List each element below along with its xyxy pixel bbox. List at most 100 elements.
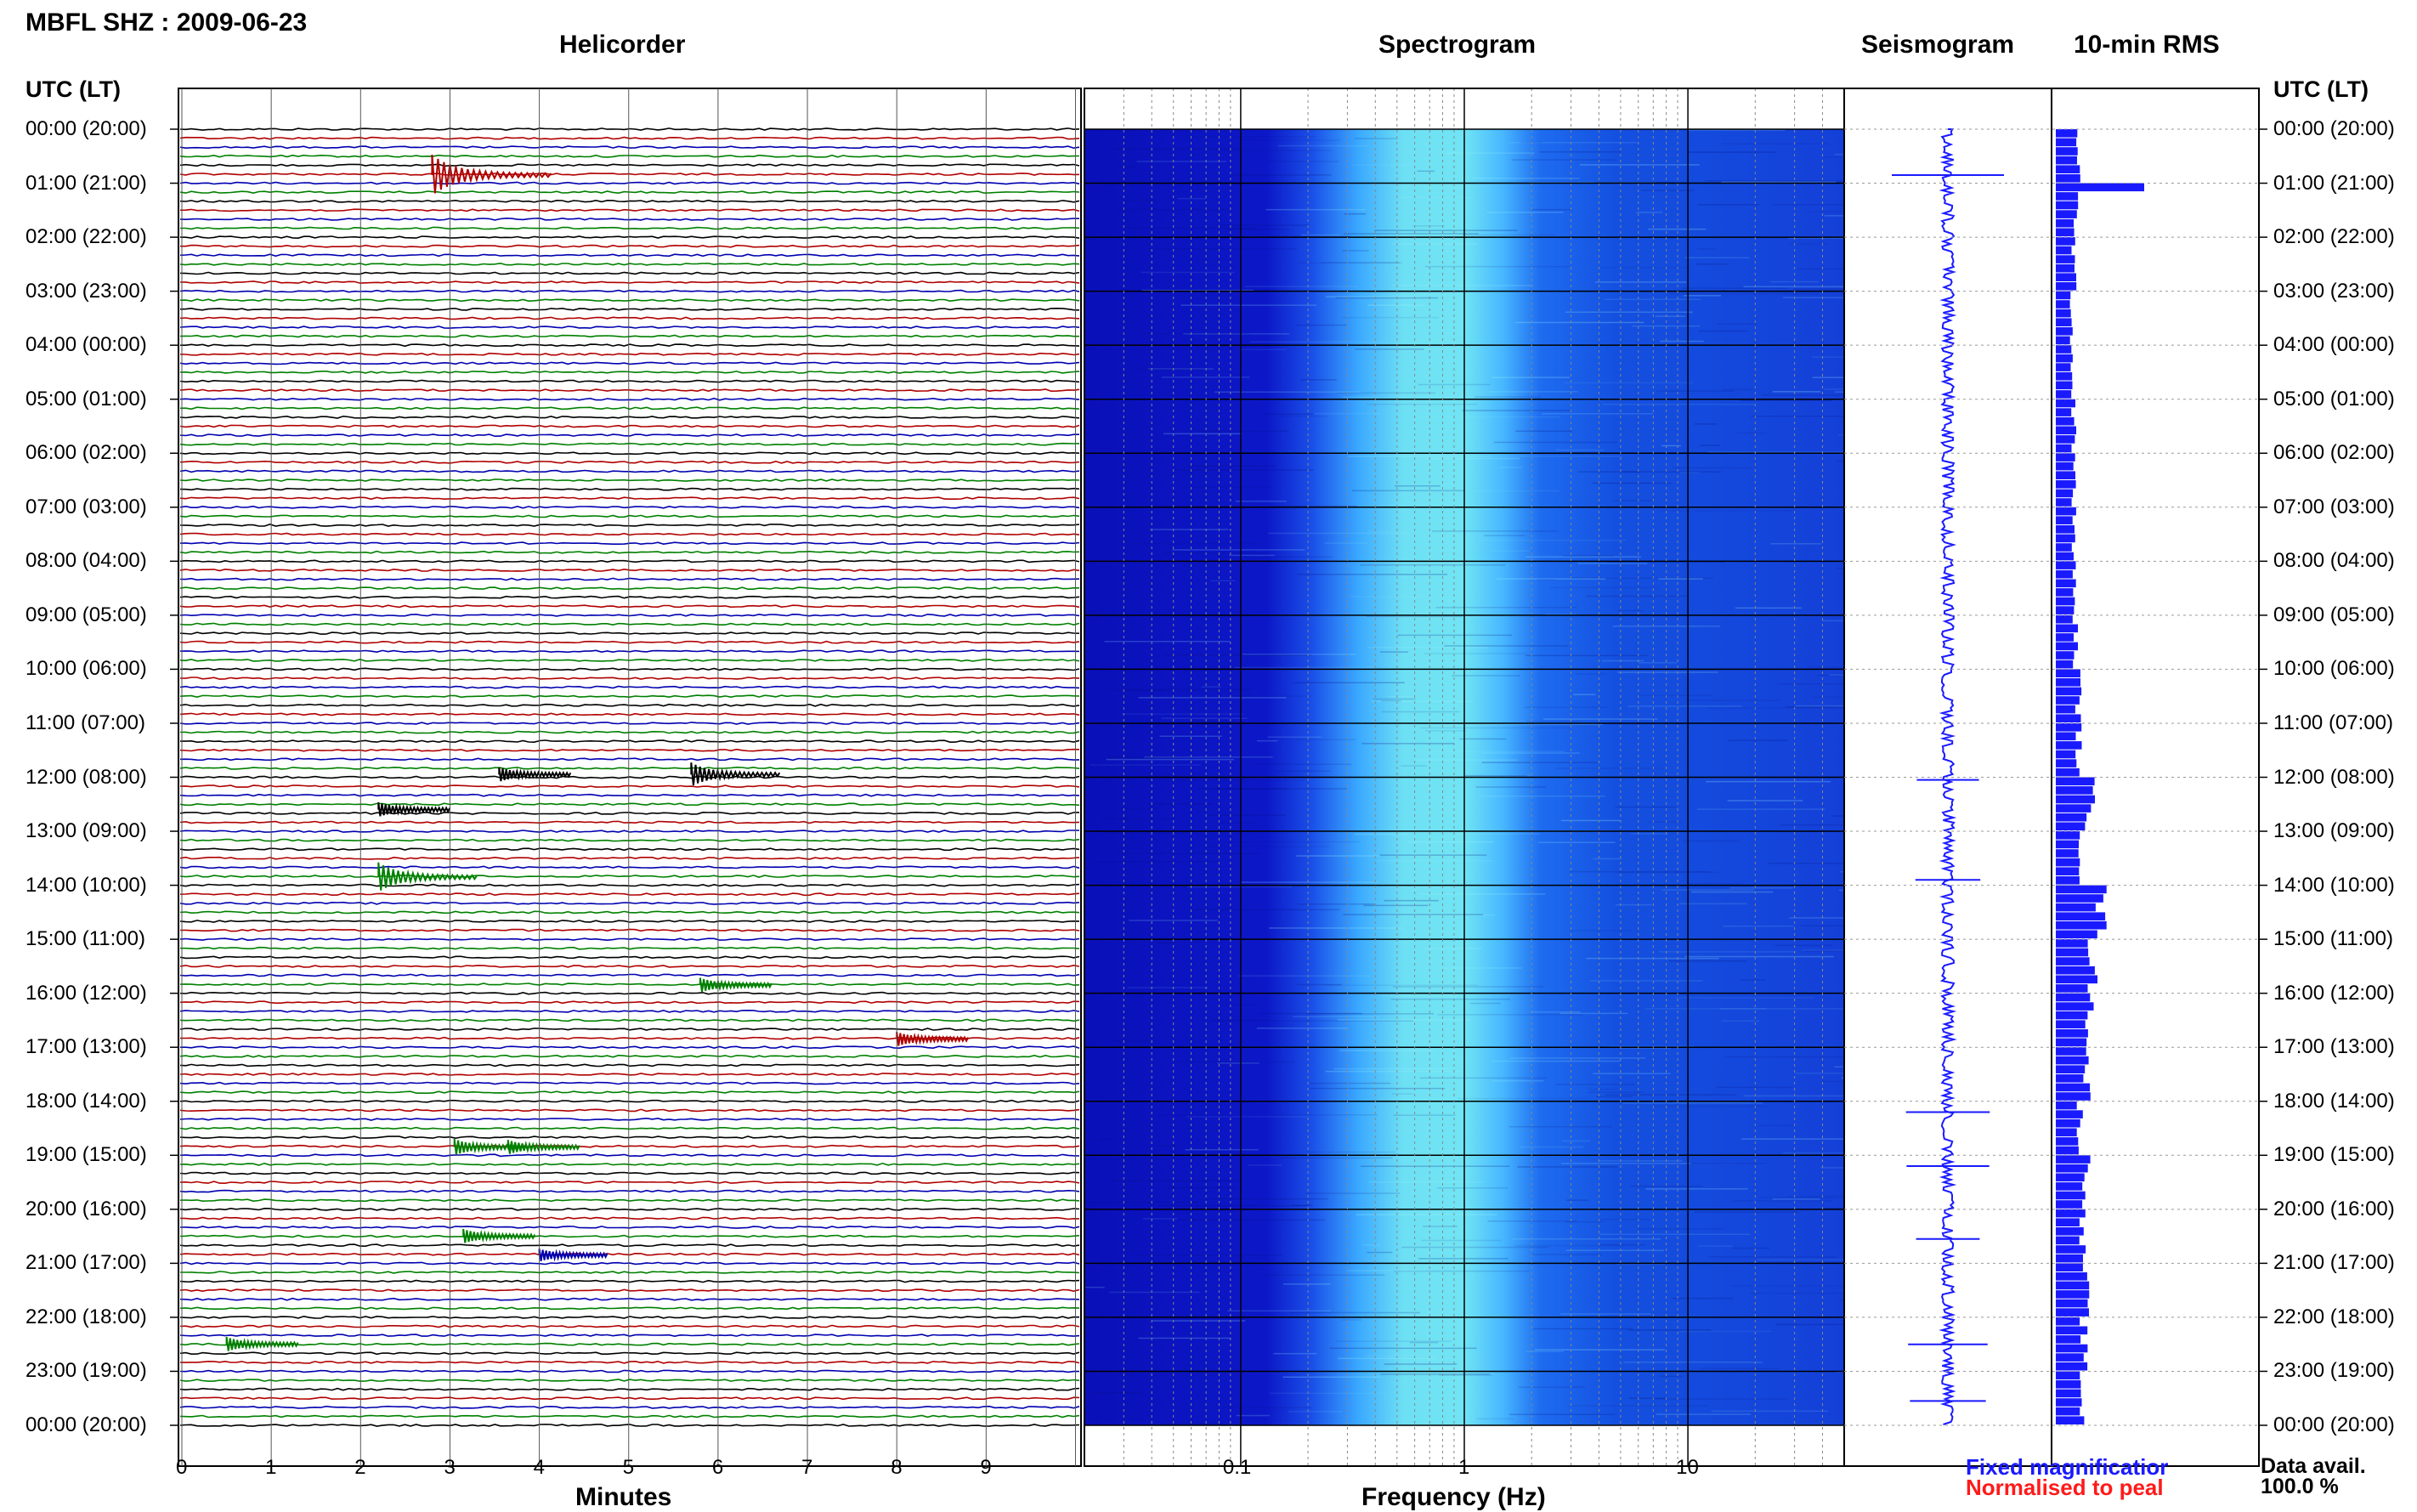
rms-bar xyxy=(2056,804,2091,813)
rms-bar xyxy=(2056,741,2082,750)
rms-bar xyxy=(2056,705,2075,714)
helicorder-trace xyxy=(180,776,1079,778)
helicorder-trace xyxy=(180,371,1079,373)
rms-bar xyxy=(2056,1020,2086,1028)
helicorder-trace xyxy=(180,1181,1079,1183)
helicorder-trace xyxy=(180,740,1079,742)
rms-bar xyxy=(2056,912,2105,920)
helicorder-trace xyxy=(180,497,1079,499)
helicorder-trace xyxy=(180,138,1079,139)
helicorder-trace xyxy=(180,534,1079,535)
helicorder-trace xyxy=(180,1397,1079,1399)
rms-bar xyxy=(2056,796,2095,804)
rms-bar xyxy=(2056,219,2074,228)
rms-bar xyxy=(2056,246,2072,255)
helicorder-trace xyxy=(180,732,1079,733)
helicorder-trace xyxy=(180,336,1079,337)
helicorder-trace xyxy=(180,1254,1079,1255)
rms-bar xyxy=(2056,1372,2080,1380)
rms-bar xyxy=(2056,1029,2088,1038)
rms-bar xyxy=(2056,1209,2086,1218)
helicorder-trace xyxy=(180,830,1079,832)
rms-bar xyxy=(2056,543,2072,552)
rms-bar xyxy=(2056,1002,2094,1011)
helicorder-trace xyxy=(180,507,1079,508)
rms-bar xyxy=(2056,1101,2077,1110)
rms-bar xyxy=(2056,337,2070,345)
helicorder-trace xyxy=(180,722,1079,724)
rms-bar xyxy=(2056,1416,2084,1424)
helicorder-trace xyxy=(180,407,1079,409)
helicorder-trace xyxy=(180,291,1079,292)
rms-bar xyxy=(2056,696,2080,705)
helicorder-trace xyxy=(180,1083,1079,1084)
helicorder-trace xyxy=(180,317,1079,319)
rms-bar xyxy=(2056,1300,2088,1308)
helicorder-trace xyxy=(180,344,1079,346)
rms-bar xyxy=(2056,939,2088,948)
helicorder-trace xyxy=(180,623,1079,625)
helicorder-trace xyxy=(180,434,1079,436)
helicorder-trace xyxy=(180,399,1079,400)
rms-bar xyxy=(2056,1056,2089,1065)
rms-bar xyxy=(2056,282,2076,291)
rms-bar xyxy=(2056,813,2086,822)
rms-bar xyxy=(2056,660,2073,669)
helicorder-trace xyxy=(180,1164,1079,1165)
helicorder-trace xyxy=(180,660,1079,661)
helicorder-trace xyxy=(180,1244,1079,1246)
rms-bar xyxy=(2056,1317,2080,1326)
helicorder-trace xyxy=(180,146,1079,148)
helicorder-trace xyxy=(180,209,1079,211)
rms-bar xyxy=(2056,1245,2086,1254)
rms-bar xyxy=(2056,354,2073,363)
helicorder-event xyxy=(540,1249,608,1260)
rms-bar xyxy=(2056,625,2078,633)
helicorder-trace xyxy=(180,542,1079,544)
helicorder-trace xyxy=(180,299,1079,301)
helicorder-trace xyxy=(180,380,1079,382)
rms-bar xyxy=(2056,1362,2087,1371)
rms-bar xyxy=(2056,345,2071,354)
helicorder-event xyxy=(691,762,779,785)
minute-tick-label: 8 xyxy=(891,1456,902,1480)
rms-bar xyxy=(2056,876,2080,885)
rms-bar xyxy=(2056,643,2078,651)
helicorder-trace xyxy=(180,1146,1079,1147)
helicorder-trace xyxy=(180,515,1079,517)
helicorder-trace xyxy=(180,632,1079,634)
helicorder-trace xyxy=(180,552,1079,553)
rms-bar xyxy=(2056,139,2076,147)
helicorder-trace xyxy=(180,569,1079,571)
rms-bar xyxy=(2056,580,2076,588)
helicorder-trace xyxy=(180,462,1079,463)
minute-tick-label: 4 xyxy=(534,1456,545,1480)
helicorder-trace xyxy=(180,1281,1079,1283)
helicorder-trace xyxy=(180,1136,1079,1138)
helicorder-trace xyxy=(180,938,1079,940)
rms-bar xyxy=(2056,849,2079,858)
rms-bar xyxy=(2056,427,2076,435)
rms-bar xyxy=(2056,823,2085,831)
helicorder-trace xyxy=(180,1056,1079,1057)
rms-bar xyxy=(2056,201,2078,210)
helicorder-trace xyxy=(180,1352,1079,1354)
helicorder-trace xyxy=(180,425,1079,427)
rms-bar xyxy=(2056,1254,2083,1263)
rms-bar xyxy=(2056,1047,2086,1056)
minute-tick-label: 9 xyxy=(980,1456,991,1480)
helicorder-trace xyxy=(180,246,1079,247)
helicorder-trace xyxy=(180,885,1079,886)
rms-bar xyxy=(2056,1174,2085,1182)
helicorder-trace xyxy=(180,272,1079,274)
rms-bar xyxy=(2056,390,2071,399)
rms-bar xyxy=(2056,192,2078,201)
rms-bar xyxy=(2056,327,2073,336)
rms-bar xyxy=(2056,615,2073,624)
helicorder-trace xyxy=(180,605,1079,607)
helicorder-trace xyxy=(180,1344,1079,1345)
helicorder-trace xyxy=(180,156,1079,157)
rms-bar xyxy=(2056,1227,2084,1236)
helicorder-trace xyxy=(180,993,1079,994)
rms-bar xyxy=(2056,1084,2090,1092)
